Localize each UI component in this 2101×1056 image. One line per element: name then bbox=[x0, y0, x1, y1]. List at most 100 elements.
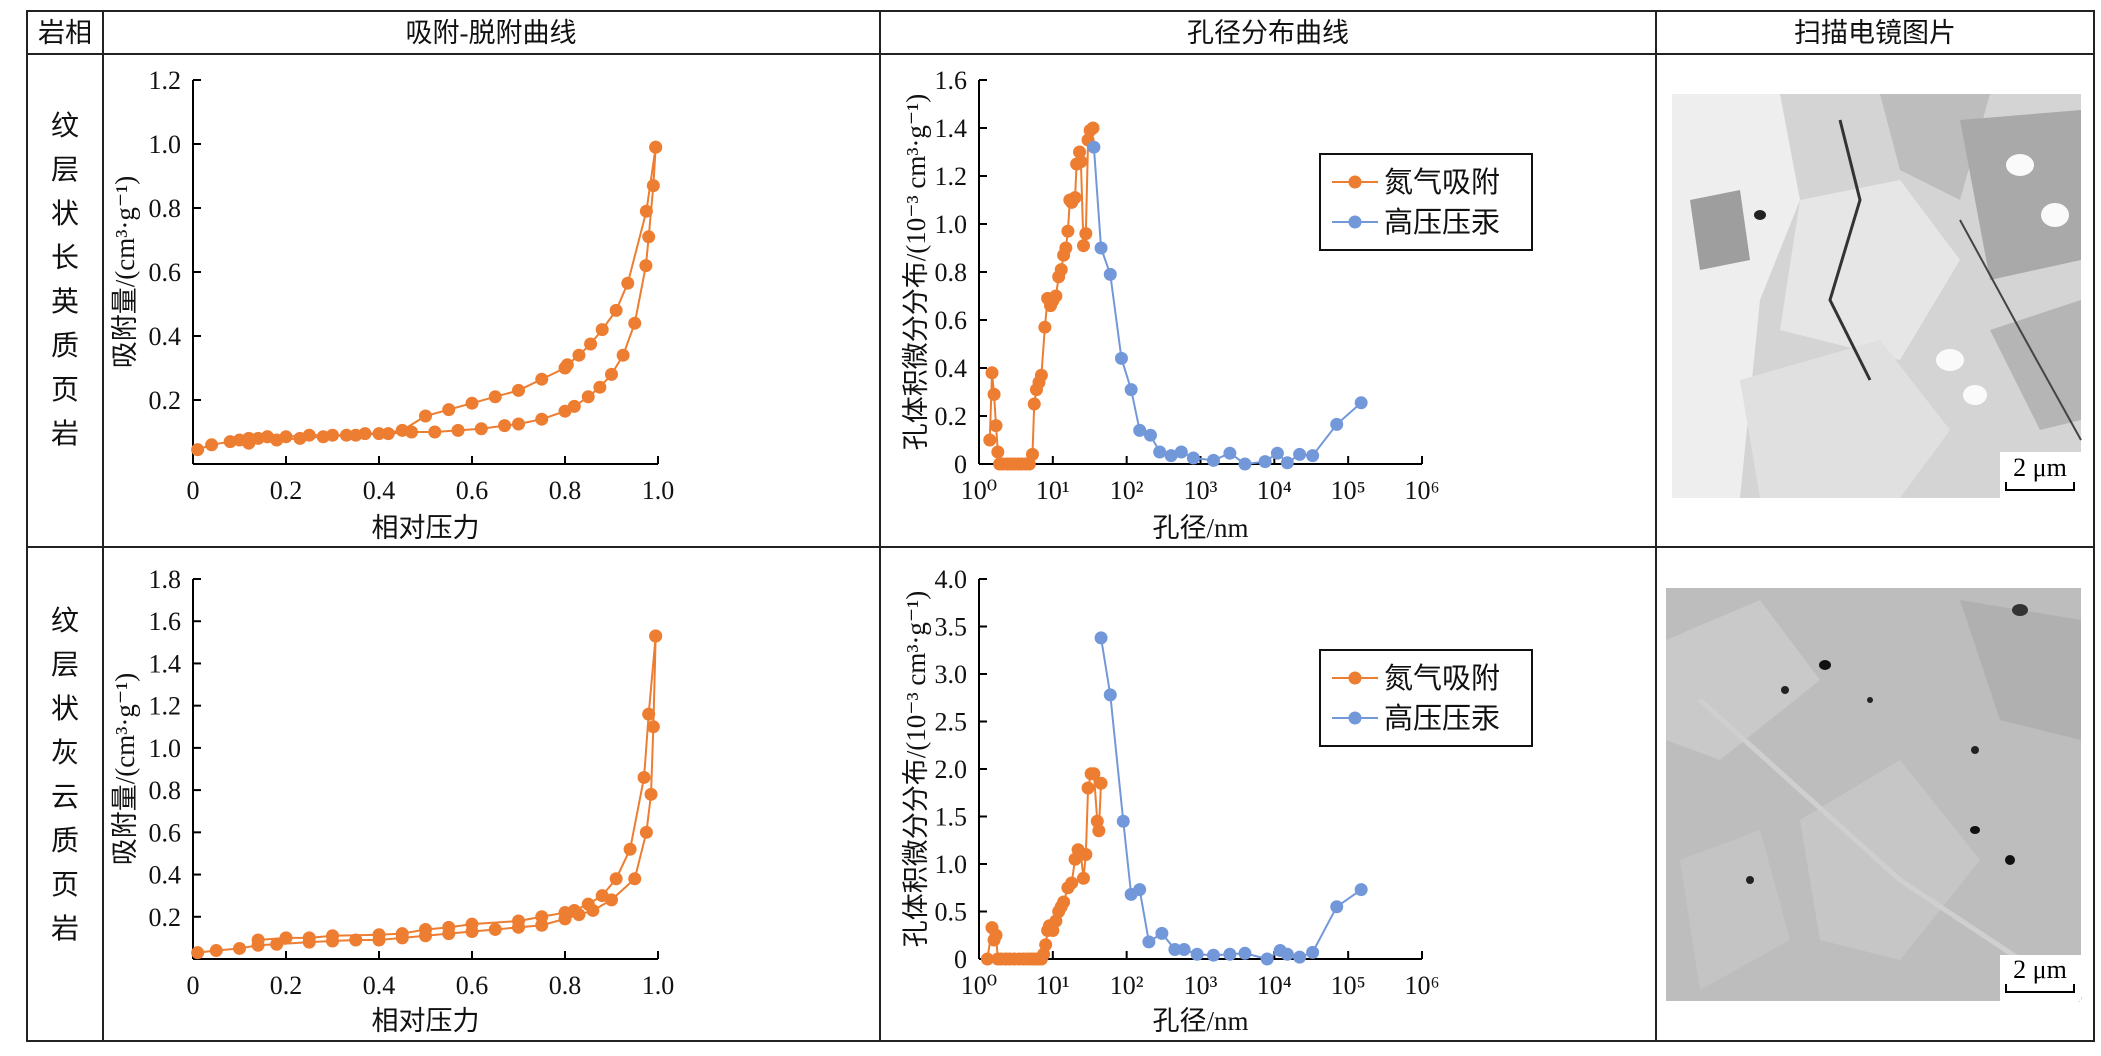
chart-3: 0 0.2 0.4 0.6 0.8 1.0 0.2 0.4 0.6 0.8 1.0 1.2 1.4 1.6… bbox=[110, 565, 674, 1036]
data-point bbox=[1153, 445, 1167, 459]
y-tick-label: 4.0 bbox=[935, 565, 968, 594]
x-tick-label: 10¹ bbox=[1036, 476, 1070, 505]
y-tick-label: 0.6 bbox=[149, 258, 182, 287]
sem-scale-label-1: 2 μm bbox=[2013, 453, 2067, 482]
data-point bbox=[451, 423, 465, 437]
data-point bbox=[474, 422, 488, 436]
header-lithofacies: 岩相 bbox=[38, 18, 92, 48]
data-point bbox=[558, 361, 572, 375]
y-tick-label: 0.6 bbox=[149, 818, 182, 847]
data-point bbox=[1094, 631, 1108, 645]
data-point bbox=[649, 140, 663, 154]
y-tick-label: 1.6 bbox=[149, 607, 182, 636]
data-point bbox=[649, 629, 663, 643]
data-point bbox=[535, 910, 549, 924]
x-tick-label: 10⁴ bbox=[1257, 476, 1292, 505]
row-label-char: 质 bbox=[51, 825, 79, 857]
y-tick-label: 0.8 bbox=[935, 258, 968, 287]
chart-4: 10⁰ 10¹ 10² 10³ 10⁴ 10⁵ 10⁶ 0 0.5 1.0 1.5 2.0 2.5 3.0… bbox=[901, 565, 1533, 1036]
x-axis-label: 相对压力 bbox=[372, 513, 480, 543]
data-point bbox=[1114, 351, 1128, 365]
y-tick-label: 1.0 bbox=[935, 850, 968, 879]
y-tick-label: 2.0 bbox=[935, 755, 968, 784]
y-tick-label: 1.4 bbox=[149, 649, 182, 678]
data-point bbox=[1354, 883, 1368, 897]
data-point bbox=[512, 383, 525, 397]
series-1 bbox=[191, 140, 663, 457]
data-point bbox=[349, 428, 363, 442]
series-1 bbox=[980, 767, 1108, 966]
data-point bbox=[326, 929, 339, 943]
row-label-char: 纹 bbox=[51, 110, 79, 142]
data-point bbox=[191, 443, 205, 457]
y-tick-label: 1.4 bbox=[935, 114, 968, 143]
data-point bbox=[1057, 895, 1071, 909]
data-point bbox=[1103, 688, 1117, 702]
data-point bbox=[1207, 948, 1221, 962]
data-point bbox=[1039, 938, 1053, 952]
x-tick-label: 10³ bbox=[1184, 476, 1218, 505]
data-point bbox=[558, 906, 572, 920]
data-point bbox=[595, 323, 609, 337]
legend-entry: 高压压汞 bbox=[1384, 206, 1500, 239]
data-point bbox=[595, 889, 609, 903]
data-point bbox=[616, 348, 630, 362]
data-point bbox=[1238, 946, 1252, 960]
data-point bbox=[980, 952, 994, 966]
y-tick-label: 1.6 bbox=[935, 66, 968, 95]
x-tick-label: 10⁵ bbox=[1331, 476, 1366, 505]
data-point bbox=[1354, 396, 1368, 410]
legend-entry: 氮气吸附 bbox=[1384, 662, 1500, 695]
data-point bbox=[442, 403, 456, 417]
data-point bbox=[349, 933, 363, 947]
data-point bbox=[987, 387, 1001, 401]
data-point bbox=[419, 409, 432, 423]
data-point bbox=[584, 337, 598, 351]
chart-2: 10⁰ 10¹ 10² 10³ 10⁴ 10⁵ 10⁶ 0 0.2 0.4 0.6 0.8 1.0 1.2… bbox=[901, 66, 1533, 543]
scale-bar-2 bbox=[2005, 984, 2075, 993]
series-2 bbox=[1094, 631, 1368, 966]
legend-swatch-marker bbox=[1348, 175, 1362, 189]
legend-box bbox=[1319, 649, 1533, 747]
y-tick-label: 0 bbox=[954, 945, 967, 974]
data-point bbox=[623, 842, 637, 856]
data-point bbox=[279, 931, 293, 945]
data-point bbox=[1155, 926, 1169, 940]
header-pore-size: 孔径分布曲线 bbox=[1187, 18, 1349, 48]
data-point bbox=[302, 428, 316, 442]
data-point bbox=[628, 872, 642, 886]
data-point bbox=[572, 348, 586, 362]
data-point bbox=[233, 941, 246, 955]
data-point bbox=[465, 396, 479, 410]
data-point bbox=[1079, 227, 1093, 241]
data-point bbox=[372, 928, 386, 942]
y-axis-label: 孔体积微分分布/(10⁻³ cm³·g⁻¹) bbox=[901, 591, 931, 948]
x-tick-label: 10⁰ bbox=[961, 971, 997, 1000]
data-point bbox=[1068, 191, 1082, 205]
y-axis-label: 孔体积微分分布/(10⁻³ cm³·g⁻¹) bbox=[901, 94, 931, 451]
data-point bbox=[1330, 417, 1344, 431]
y-tick-label: 0.4 bbox=[935, 354, 968, 383]
row-label-char: 纹 bbox=[51, 605, 79, 637]
data-point bbox=[205, 438, 219, 452]
data-point bbox=[1103, 267, 1117, 281]
y-tick-label: 1.2 bbox=[935, 162, 968, 191]
x-tick-label: 0.8 bbox=[549, 971, 582, 1000]
x-tick-label: 0.2 bbox=[270, 476, 303, 505]
x-axis-label: 孔径/nm bbox=[1152, 513, 1248, 543]
x-tick-label: 1.0 bbox=[642, 971, 675, 1000]
y-axis-label: 吸附量/(cm³·g⁻¹) bbox=[110, 673, 140, 865]
data-point bbox=[209, 944, 223, 958]
y-tick-label: 1.0 bbox=[149, 734, 182, 763]
y-tick-label: 0 bbox=[954, 450, 967, 479]
series-line bbox=[248, 147, 657, 440]
data-point bbox=[1270, 446, 1284, 460]
x-tick-label: 10² bbox=[1110, 476, 1144, 505]
header-adsorption: 吸附-脱附曲线 bbox=[406, 18, 577, 48]
legend-box bbox=[1319, 153, 1533, 251]
sem-image-1: 2 μm bbox=[1672, 94, 2082, 498]
data-point bbox=[242, 431, 256, 445]
data-point bbox=[1164, 449, 1178, 463]
